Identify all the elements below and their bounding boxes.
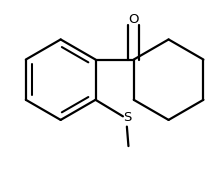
- Text: S: S: [123, 111, 131, 124]
- Text: O: O: [129, 13, 139, 26]
